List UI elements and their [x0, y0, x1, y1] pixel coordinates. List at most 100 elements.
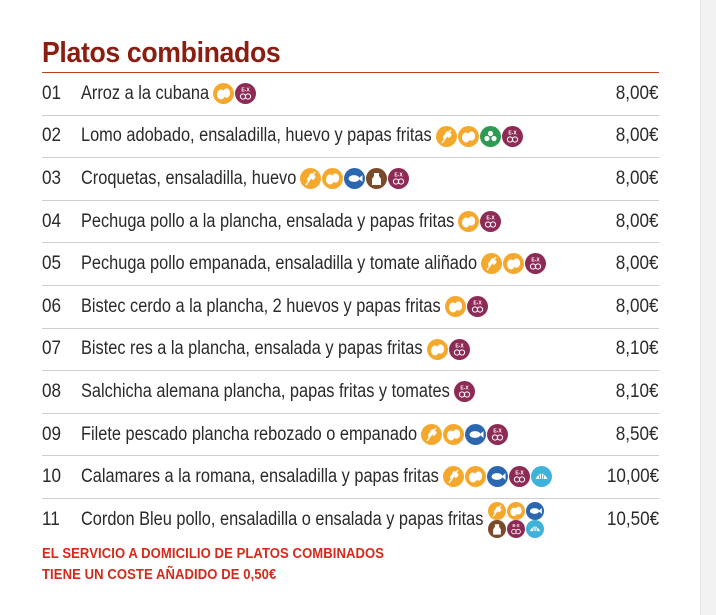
sulphites-icon: E-X — [508, 466, 530, 488]
allergen-icons: E-X — [213, 83, 257, 104]
item-number: 04 — [42, 210, 62, 232]
svg-text:E-X: E-X — [531, 258, 540, 264]
sulphites-icon: E-X — [480, 210, 502, 232]
item-price: 8,50€ — [616, 423, 659, 445]
egg-icon — [458, 210, 480, 232]
sulphites-icon: E-X — [501, 125, 523, 147]
menu-section: Platos combinados 01 Arroz a la cubana 8,0… — [42, 36, 659, 541]
svg-text:E-X: E-X — [241, 87, 250, 93]
item-name: Bistec res a la plancha, ensalada y papa… — [81, 338, 423, 360]
item-number: 03 — [42, 167, 62, 189]
sulphites-icon: E-X — [448, 338, 470, 360]
item-price: 8,00€ — [616, 253, 659, 275]
egg-icon — [457, 125, 479, 147]
item-price: 8,10€ — [616, 380, 659, 402]
menu-list: 01 Arroz a la cubana 8,00€ E-X 02 Lomo adobad… — [42, 73, 659, 541]
item-number: 11 — [42, 508, 60, 530]
gluten-icon — [421, 423, 443, 445]
allergen-icons: E-X — [444, 295, 488, 317]
sulphites-icon: E-X — [487, 423, 509, 445]
gluten-icon — [435, 125, 457, 147]
menu-item-row: 07 Bistec res a la plancha, ensalada y pa… — [42, 329, 659, 372]
egg-icon — [322, 168, 344, 190]
allergen-icons: E-X — [300, 168, 410, 190]
menu-item-row: 06 Bistec cerdo a la plancha, 2 huevos y … — [42, 286, 659, 329]
mustard-icon — [479, 125, 501, 147]
gluten-icon — [442, 466, 464, 488]
allergen-icons: E-X — [453, 381, 475, 403]
sulphites-icon: E-X — [453, 381, 475, 403]
item-number: 07 — [42, 338, 62, 360]
egg-icon — [213, 83, 235, 104]
section-title: Platos combinados — [42, 37, 281, 69]
item-name: Salchicha alemana plancha, papas fritas … — [81, 380, 450, 402]
allergen-icons: E-X — [481, 253, 547, 275]
item-name: Calamares a la romana, ensaladilla y pap… — [81, 466, 439, 488]
gluten-icon — [481, 253, 503, 275]
allergen-icons: E-X — [426, 338, 470, 360]
milk-icon — [366, 168, 388, 190]
item-name: Pechuga pollo empanada, ensaladilla y to… — [81, 253, 478, 275]
item-number: 01 — [42, 82, 62, 104]
fish-icon — [486, 466, 508, 488]
item-name: Filete pescado plancha rebozado o empana… — [81, 423, 418, 445]
sulphites-icon: E-X — [507, 519, 526, 538]
fish-icon — [465, 423, 487, 445]
title-divider — [42, 72, 659, 73]
item-number: 09 — [42, 423, 62, 445]
svg-text:E-X: E-X — [487, 215, 496, 221]
svg-text:E-X: E-X — [515, 471, 524, 477]
shellfish-icon — [530, 466, 552, 488]
item-price: 8,00€ — [616, 210, 659, 232]
svg-text:E-X: E-X — [473, 300, 482, 306]
item-price: 8,10€ — [616, 338, 659, 360]
svg-text:E-X: E-X — [395, 172, 404, 178]
svg-text:E-X: E-X — [493, 428, 502, 434]
menu-item-row: 03 Croquetas, ensaladilla, huevo 8,00€ E-X — [42, 158, 659, 201]
gluten-icon — [300, 168, 322, 190]
item-name: Arroz a la cubana — [81, 82, 210, 104]
egg-icon — [507, 501, 526, 520]
item-number: 06 — [42, 295, 62, 317]
svg-text:E-X: E-X — [460, 385, 469, 391]
egg-icon — [443, 423, 465, 445]
menu-item-row: 10 Calamares a la romana, ensaladilla y p… — [42, 456, 659, 499]
allergen-icons: E-X — [421, 423, 509, 445]
menu-item-row: 01 Arroz a la cubana 8,00€ E-X — [42, 73, 659, 116]
menu-item-row: 11 Cordon Bleu pollo, ensaladilla o ensal… — [42, 499, 659, 541]
item-name: Lomo adobado, ensaladilla, huevo y papas… — [81, 125, 432, 147]
item-number: 10 — [42, 466, 62, 488]
sulphites-icon: E-X — [235, 83, 257, 104]
item-price: 8,00€ — [616, 167, 659, 189]
sulphites-icon: E-X — [388, 168, 410, 190]
allergen-icons: E-X — [435, 125, 523, 147]
fish-icon — [344, 168, 366, 190]
note-line: EL SERVICIO A DOMICILIO DE PLATOS COMBIN… — [42, 546, 385, 562]
delivery-note: EL SERVICIO A DOMICILIO DE PLATOS COMBIN… — [42, 544, 384, 586]
item-price: 8,00€ — [616, 125, 659, 147]
item-name: Cordon Bleu pollo, ensaladilla o ensalad… — [81, 508, 484, 530]
item-price: 8,00€ — [616, 295, 659, 317]
allergen-icons: E-X — [442, 466, 552, 488]
sulphites-icon: E-X — [525, 253, 547, 275]
svg-text:E-X: E-X — [513, 523, 520, 528]
menu-item-row: 08 Salchicha alemana plancha, papas frita… — [42, 371, 659, 414]
item-number: 08 — [42, 380, 62, 402]
svg-text:E-X: E-X — [455, 343, 464, 349]
note-line: TIENE UN COSTE AÑADIDO DE 0,50€ — [42, 567, 277, 583]
svg-text:E-X: E-X — [508, 130, 517, 136]
shellfish-icon — [526, 519, 545, 538]
gluten-icon — [488, 501, 507, 520]
menu-item-row: 05 Pechuga pollo empanada, ensaladilla y … — [42, 243, 659, 286]
egg-icon — [426, 338, 448, 360]
fish-icon — [526, 501, 545, 520]
allergen-icons: E-X — [488, 501, 548, 538]
egg-icon — [464, 466, 486, 488]
egg-icon — [503, 253, 525, 275]
menu-item-row: 02 Lomo adobado, ensaladilla, huevo y pap… — [42, 116, 659, 159]
item-number: 02 — [42, 125, 62, 147]
item-price: 8,00€ — [616, 82, 659, 104]
sulphites-icon: E-X — [466, 295, 488, 317]
menu-item-row: 04 Pechuga pollo a la plancha, ensalada y… — [42, 201, 659, 244]
item-name: Bistec cerdo a la plancha, 2 huevos y pa… — [81, 295, 441, 317]
